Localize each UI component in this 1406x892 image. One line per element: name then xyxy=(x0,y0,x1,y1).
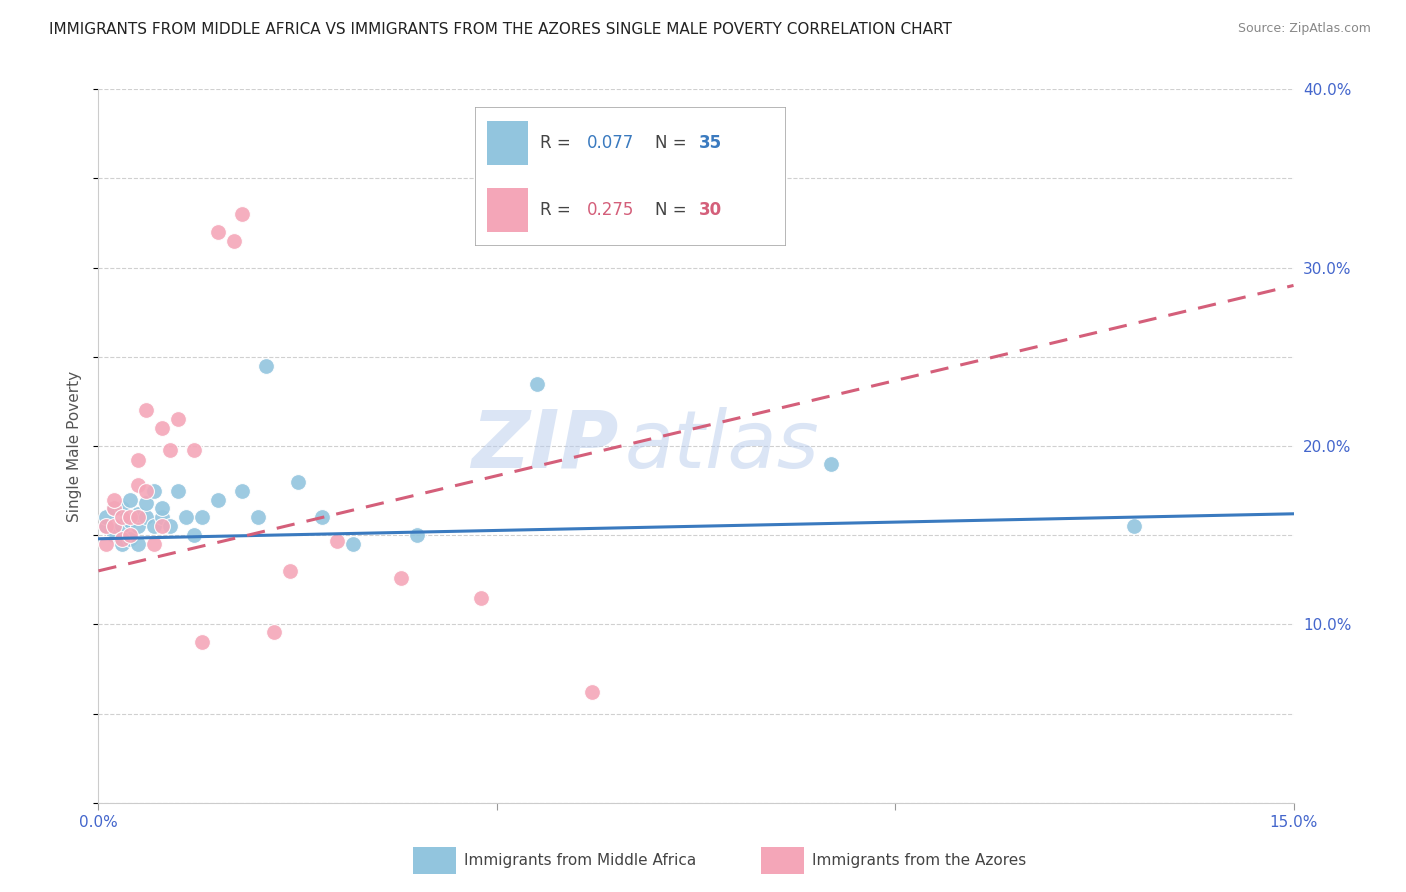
Point xyxy=(263,624,285,639)
Point xyxy=(127,519,149,533)
Point xyxy=(231,483,253,498)
Point xyxy=(111,510,134,524)
Text: ZIP: ZIP xyxy=(471,407,619,485)
Point xyxy=(820,457,842,471)
Text: Immigrants from Middle Africa: Immigrants from Middle Africa xyxy=(464,854,696,868)
Point xyxy=(191,510,214,524)
Point xyxy=(143,537,166,551)
Point xyxy=(231,207,253,221)
Point xyxy=(127,453,149,467)
Point xyxy=(167,483,190,498)
Point xyxy=(254,359,277,373)
Point xyxy=(287,475,309,489)
Point xyxy=(150,421,173,435)
Point xyxy=(191,635,214,649)
Point xyxy=(207,492,229,507)
Y-axis label: Single Male Poverty: Single Male Poverty xyxy=(67,370,83,522)
Point xyxy=(143,519,166,533)
Point xyxy=(326,533,349,548)
Point xyxy=(389,571,412,585)
Point xyxy=(143,483,166,498)
Point xyxy=(222,234,245,248)
Point xyxy=(150,501,173,516)
Point xyxy=(183,442,205,457)
Point xyxy=(311,510,333,524)
Point xyxy=(103,501,125,516)
Point xyxy=(120,528,142,542)
Point xyxy=(278,564,301,578)
Bar xyxy=(762,847,804,874)
Point xyxy=(207,225,229,239)
Point xyxy=(150,510,173,524)
Point xyxy=(120,510,142,524)
Point xyxy=(96,519,118,533)
Point xyxy=(103,519,125,533)
Point xyxy=(342,537,364,551)
Point xyxy=(150,519,173,533)
Point xyxy=(111,519,134,533)
Point xyxy=(120,532,142,546)
Point xyxy=(406,528,429,542)
Text: Immigrants from the Azores: Immigrants from the Azores xyxy=(811,854,1026,868)
Point xyxy=(135,403,157,417)
Point xyxy=(127,507,149,521)
Point xyxy=(174,510,197,524)
Point xyxy=(135,496,157,510)
Point xyxy=(111,532,134,546)
Point xyxy=(246,510,269,524)
Bar xyxy=(413,847,456,874)
Point xyxy=(127,510,149,524)
Point xyxy=(127,537,149,551)
Point xyxy=(127,478,149,492)
Point xyxy=(159,519,181,533)
Point xyxy=(111,537,134,551)
Point xyxy=(111,501,134,516)
Point xyxy=(1123,519,1146,533)
Point xyxy=(120,492,142,507)
Point xyxy=(120,514,142,528)
Text: IMMIGRANTS FROM MIDDLE AFRICA VS IMMIGRANTS FROM THE AZORES SINGLE MALE POVERTY : IMMIGRANTS FROM MIDDLE AFRICA VS IMMIGRA… xyxy=(49,22,952,37)
Point xyxy=(96,537,118,551)
Point xyxy=(103,492,125,507)
Point xyxy=(135,483,157,498)
Text: atlas: atlas xyxy=(624,407,820,485)
Point xyxy=(159,442,181,457)
Point xyxy=(103,528,125,542)
Text: Source: ZipAtlas.com: Source: ZipAtlas.com xyxy=(1237,22,1371,36)
Point xyxy=(167,412,190,426)
Point xyxy=(581,685,603,699)
Point xyxy=(183,528,205,542)
Point xyxy=(526,376,548,391)
Point xyxy=(96,519,118,533)
Point xyxy=(96,510,118,524)
Point xyxy=(470,591,492,605)
Point xyxy=(103,501,125,516)
Point xyxy=(135,510,157,524)
